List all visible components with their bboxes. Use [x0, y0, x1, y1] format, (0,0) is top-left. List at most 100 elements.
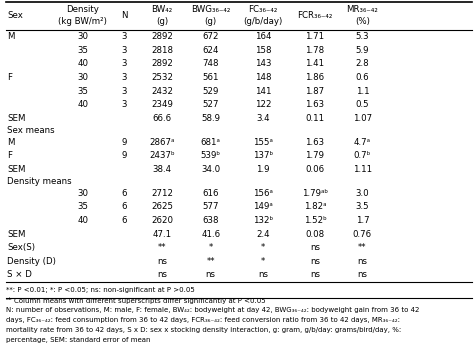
Text: 3: 3	[121, 32, 127, 41]
Text: 1.78: 1.78	[305, 46, 325, 55]
Text: 66.6: 66.6	[153, 114, 172, 123]
Text: 38.4: 38.4	[153, 165, 172, 174]
Text: 1.63: 1.63	[305, 100, 325, 109]
Text: 35: 35	[77, 202, 88, 211]
Text: 41.6: 41.6	[201, 229, 220, 239]
Text: 156ᵃ: 156ᵃ	[253, 188, 273, 198]
Text: 0.5: 0.5	[356, 100, 369, 109]
Text: 6: 6	[121, 188, 127, 198]
Text: 624: 624	[202, 46, 219, 55]
Text: 1.79ᵃᵇ: 1.79ᵃᵇ	[302, 188, 328, 198]
Text: 0.11: 0.11	[305, 114, 325, 123]
Text: 5.3: 5.3	[356, 32, 369, 41]
Text: days, FC₃₆₋₄₂: feed consumption from 36 to 42 days, FCR₃₆₋₄₂: feed conversion ra: days, FC₃₆₋₄₂: feed consumption from 36 …	[6, 317, 400, 323]
Text: 1.1: 1.1	[356, 87, 369, 96]
Text: BWG₃₆₋₄₂: BWG₃₆₋₄₂	[191, 5, 230, 14]
Text: 40: 40	[77, 59, 88, 69]
Text: ns: ns	[157, 270, 167, 280]
Text: 3: 3	[121, 73, 127, 82]
Text: 158: 158	[255, 46, 271, 55]
Text: 527: 527	[202, 100, 219, 109]
Text: ns: ns	[157, 257, 167, 266]
Text: 3: 3	[121, 100, 127, 109]
Text: 148: 148	[255, 73, 271, 82]
Text: S × D: S × D	[7, 270, 32, 280]
Text: 6: 6	[121, 202, 127, 211]
Text: 1.07: 1.07	[353, 114, 372, 123]
Text: 1.82ᵃ: 1.82ᵃ	[304, 202, 326, 211]
Text: **: **	[158, 243, 166, 252]
Text: 2867ᵃ: 2867ᵃ	[149, 137, 175, 147]
Text: FCR₃₆₋₄₂: FCR₃₆₋₄₂	[297, 11, 333, 20]
Text: N: N	[121, 11, 128, 20]
Text: **: P <0.01; *: P <0.05; ns: non-significant at P >0.05: **: P <0.01; *: P <0.05; ns: non-signifi…	[6, 287, 194, 293]
Text: N: number of observations, M: male, F: female, BW₄₂: bodyweight at day 42, BWG₃₆: N: number of observations, M: male, F: f…	[6, 307, 419, 313]
Text: 155ᵃ: 155ᵃ	[253, 137, 273, 147]
Text: 3.4: 3.4	[256, 114, 270, 123]
Text: 137ᵇ: 137ᵇ	[253, 151, 273, 160]
Text: 9: 9	[121, 151, 127, 160]
Text: 30: 30	[77, 188, 88, 198]
Text: 2818: 2818	[151, 46, 173, 55]
Text: **: **	[207, 257, 215, 266]
Text: ns: ns	[310, 270, 320, 280]
Text: (kg BW/m²): (kg BW/m²)	[58, 18, 107, 27]
Text: 1.41: 1.41	[305, 59, 325, 69]
Text: 577: 577	[202, 202, 219, 211]
Text: 4.7ᵃ: 4.7ᵃ	[354, 137, 371, 147]
Text: 672: 672	[202, 32, 219, 41]
Text: *: *	[261, 243, 265, 252]
Text: FC₃₆₋₄₂: FC₃₆₋₄₂	[248, 5, 277, 14]
Text: 1.63: 1.63	[305, 137, 325, 147]
Text: Density means: Density means	[7, 177, 72, 186]
Text: Density: Density	[66, 5, 99, 14]
Text: ᵃᵇ Column means with different superscripts differ significantly at P <0.05: ᵃᵇ Column means with different superscri…	[6, 297, 265, 304]
Text: 1.11: 1.11	[353, 165, 372, 174]
Text: 47.1: 47.1	[153, 229, 172, 239]
Text: 2349: 2349	[151, 100, 173, 109]
Text: 30: 30	[77, 73, 88, 82]
Text: ns: ns	[357, 257, 367, 266]
Text: 164: 164	[255, 32, 271, 41]
Text: 2.8: 2.8	[356, 59, 369, 69]
Text: 638: 638	[202, 216, 219, 225]
Text: 149ᵃ: 149ᵃ	[253, 202, 273, 211]
Text: 0.7ᵇ: 0.7ᵇ	[354, 151, 371, 160]
Text: 2620: 2620	[151, 216, 173, 225]
Text: 3.5: 3.5	[356, 202, 369, 211]
Text: 0.06: 0.06	[305, 165, 325, 174]
Text: 35: 35	[77, 46, 88, 55]
Text: 616: 616	[202, 188, 219, 198]
Text: SEM: SEM	[7, 229, 26, 239]
Text: 1.7: 1.7	[356, 216, 369, 225]
Text: 2437ᵇ: 2437ᵇ	[149, 151, 175, 160]
Text: SEM: SEM	[7, 114, 26, 123]
Text: ns: ns	[310, 257, 320, 266]
Text: 3.0: 3.0	[356, 188, 369, 198]
Text: percentage, SEM: standard error of mean: percentage, SEM: standard error of mean	[6, 337, 150, 344]
Text: 2892: 2892	[151, 32, 173, 41]
Text: (g): (g)	[205, 18, 217, 27]
Text: *: *	[261, 257, 265, 266]
Text: 1.9: 1.9	[256, 165, 270, 174]
Text: (g): (g)	[156, 18, 168, 27]
Text: 34.0: 34.0	[201, 165, 220, 174]
Text: Sex means: Sex means	[7, 126, 55, 135]
Text: mortality rate from 36 to 42 days, S x D: sex x stocking density interaction, g:: mortality rate from 36 to 42 days, S x D…	[6, 327, 401, 334]
Text: 143: 143	[255, 59, 271, 69]
Text: **: **	[358, 243, 366, 252]
Text: 1.52ᵇ: 1.52ᵇ	[304, 216, 326, 225]
Text: MR₃₆₋₄₂: MR₃₆₋₄₂	[346, 5, 378, 14]
Text: 0.76: 0.76	[353, 229, 372, 239]
Text: Density (D): Density (D)	[7, 257, 56, 266]
Text: 0.08: 0.08	[305, 229, 325, 239]
Text: 2712: 2712	[151, 188, 173, 198]
Text: *: *	[209, 243, 213, 252]
Text: 141: 141	[255, 87, 271, 96]
Text: 2532: 2532	[151, 73, 173, 82]
Text: 2432: 2432	[151, 87, 173, 96]
Text: F: F	[7, 151, 12, 160]
Text: 539ᵇ: 539ᵇ	[201, 151, 221, 160]
Text: 2892: 2892	[151, 59, 173, 69]
Text: M: M	[7, 137, 15, 147]
